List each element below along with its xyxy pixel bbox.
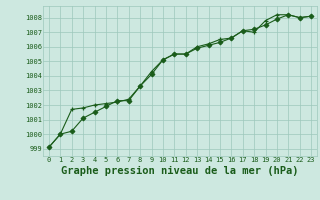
X-axis label: Graphe pression niveau de la mer (hPa): Graphe pression niveau de la mer (hPa) bbox=[61, 165, 299, 176]
